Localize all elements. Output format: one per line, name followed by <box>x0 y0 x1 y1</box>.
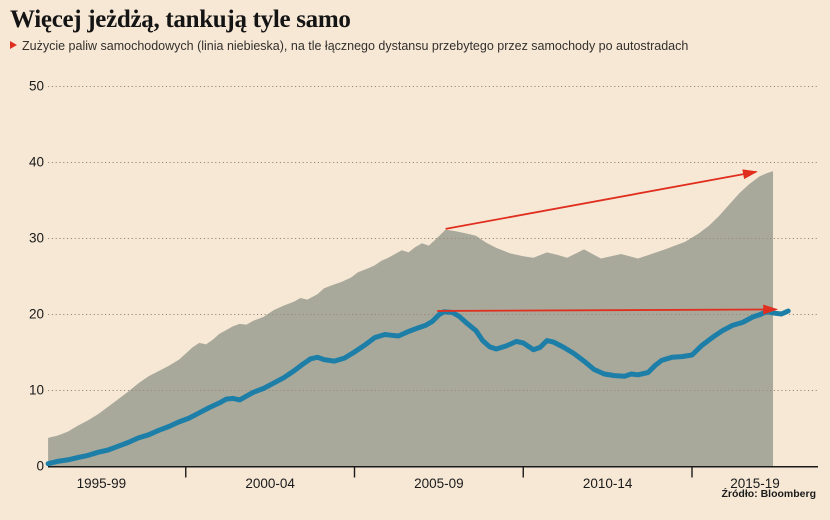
chart-title: Więcej jeżdżą, tankują tyle samo <box>10 6 351 33</box>
y-axis-label-40: 40 <box>29 155 44 170</box>
chart-header: Więcej jeżdżą, tankują tyle samo Zużycie… <box>10 6 820 53</box>
source-label: Źródło: Bloomberg <box>721 488 817 500</box>
chart-subtitle-row: Zużycie paliw samochodowych (linia niebi… <box>10 39 820 53</box>
y-axis-label-10: 10 <box>29 383 44 398</box>
triangle-right-icon <box>10 41 17 50</box>
chart-subtitle: Zużycie paliw samochodowych (linia niebi… <box>22 38 689 53</box>
fuel-trend-arrow <box>437 304 779 315</box>
distance-trend-arrow <box>445 169 758 230</box>
fuel-line <box>45 308 791 467</box>
y-axis-label-20: 20 <box>29 307 44 322</box>
x-axis-label-4: 2015-19 <box>730 476 780 491</box>
y-axis-label-50: 50 <box>29 79 44 94</box>
y-axis-label-0: 0 <box>36 459 44 474</box>
x-axis-label-0: 1995-99 <box>77 476 127 491</box>
y-axis-label-30: 30 <box>29 231 44 246</box>
distance-area <box>48 171 774 466</box>
x-axis-label-2: 2005-09 <box>414 476 464 491</box>
x-axis-label-3: 2010-14 <box>583 476 633 491</box>
x-axis-label-1: 2000-04 <box>245 476 295 491</box>
